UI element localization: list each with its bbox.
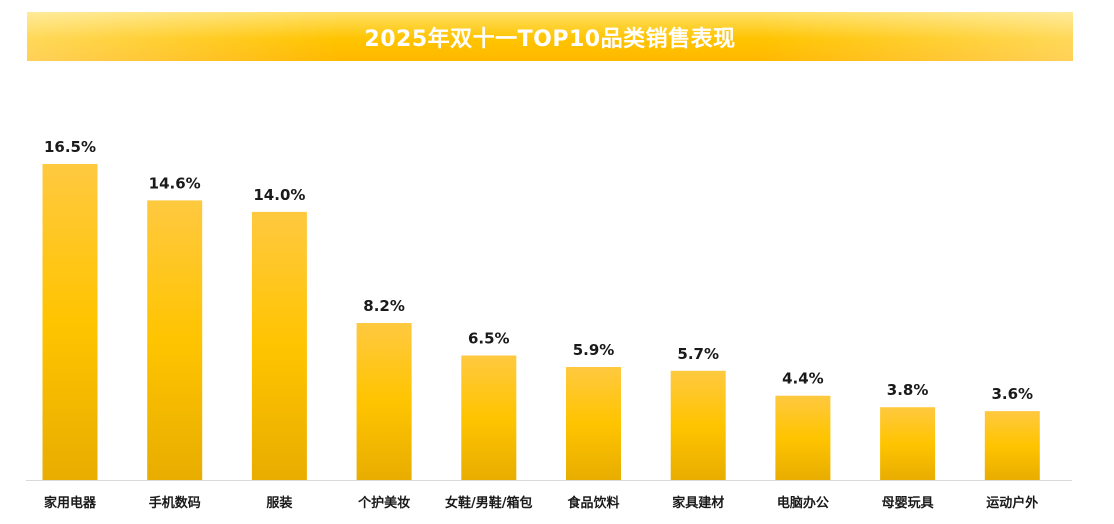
bar-4 [356, 323, 412, 480]
bars-group [42, 164, 1040, 480]
category-label-10: 运动户外 [986, 495, 1038, 511]
category-label-3: 服装 [266, 495, 292, 511]
data-labels-group: 16.5% 14.6% 14.0% 8.2% 6.5% 5.9% 5.7% 4.4% 3.8% 3… [44, 138, 1033, 403]
bar-10 [984, 411, 1040, 480]
data-label-9: 3.8% [887, 381, 929, 399]
data-label-5: 6.5% [468, 330, 510, 348]
bar-6 [566, 367, 621, 480]
bar-9 [880, 407, 936, 480]
category-label-1: 家用电器 [44, 495, 97, 511]
category-labels-group: 家用电器 手机数码 服装 个护美妆 女鞋/男鞋/箱包 食品饮料 家具建材 电脑办公 母婴玩具 运动… [44, 495, 1038, 511]
category-label-9: 母婴玩具 [882, 495, 934, 511]
data-label-10: 3.6% [991, 385, 1033, 403]
category-label-7: 家具建材 [672, 495, 724, 511]
bar-5 [461, 355, 517, 480]
data-label-2: 14.6% [149, 174, 201, 192]
data-label-4: 8.2% [363, 297, 405, 315]
data-label-6: 5.9% [573, 341, 615, 359]
category-label-2: 手机数码 [149, 495, 201, 511]
bar-2 [147, 200, 203, 480]
data-label-1: 16.5% [44, 138, 96, 156]
chart-title: 2025年双十一TOP10品类销售表现 [364, 26, 736, 52]
category-label-6: 食品饮料 [567, 495, 619, 511]
category-label-8: 电脑办公 [777, 495, 829, 511]
bar-1 [42, 164, 98, 480]
data-label-3: 14.0% [253, 186, 305, 204]
bar-3 [251, 211, 307, 480]
data-label-8: 4.4% [782, 370, 824, 388]
bar-7 [670, 370, 726, 480]
data-label-7: 5.7% [677, 345, 719, 363]
bar-8 [775, 395, 831, 480]
category-label-4: 个护美妆 [357, 495, 410, 511]
category-label-5: 女鞋/男鞋/箱包 [445, 495, 533, 511]
